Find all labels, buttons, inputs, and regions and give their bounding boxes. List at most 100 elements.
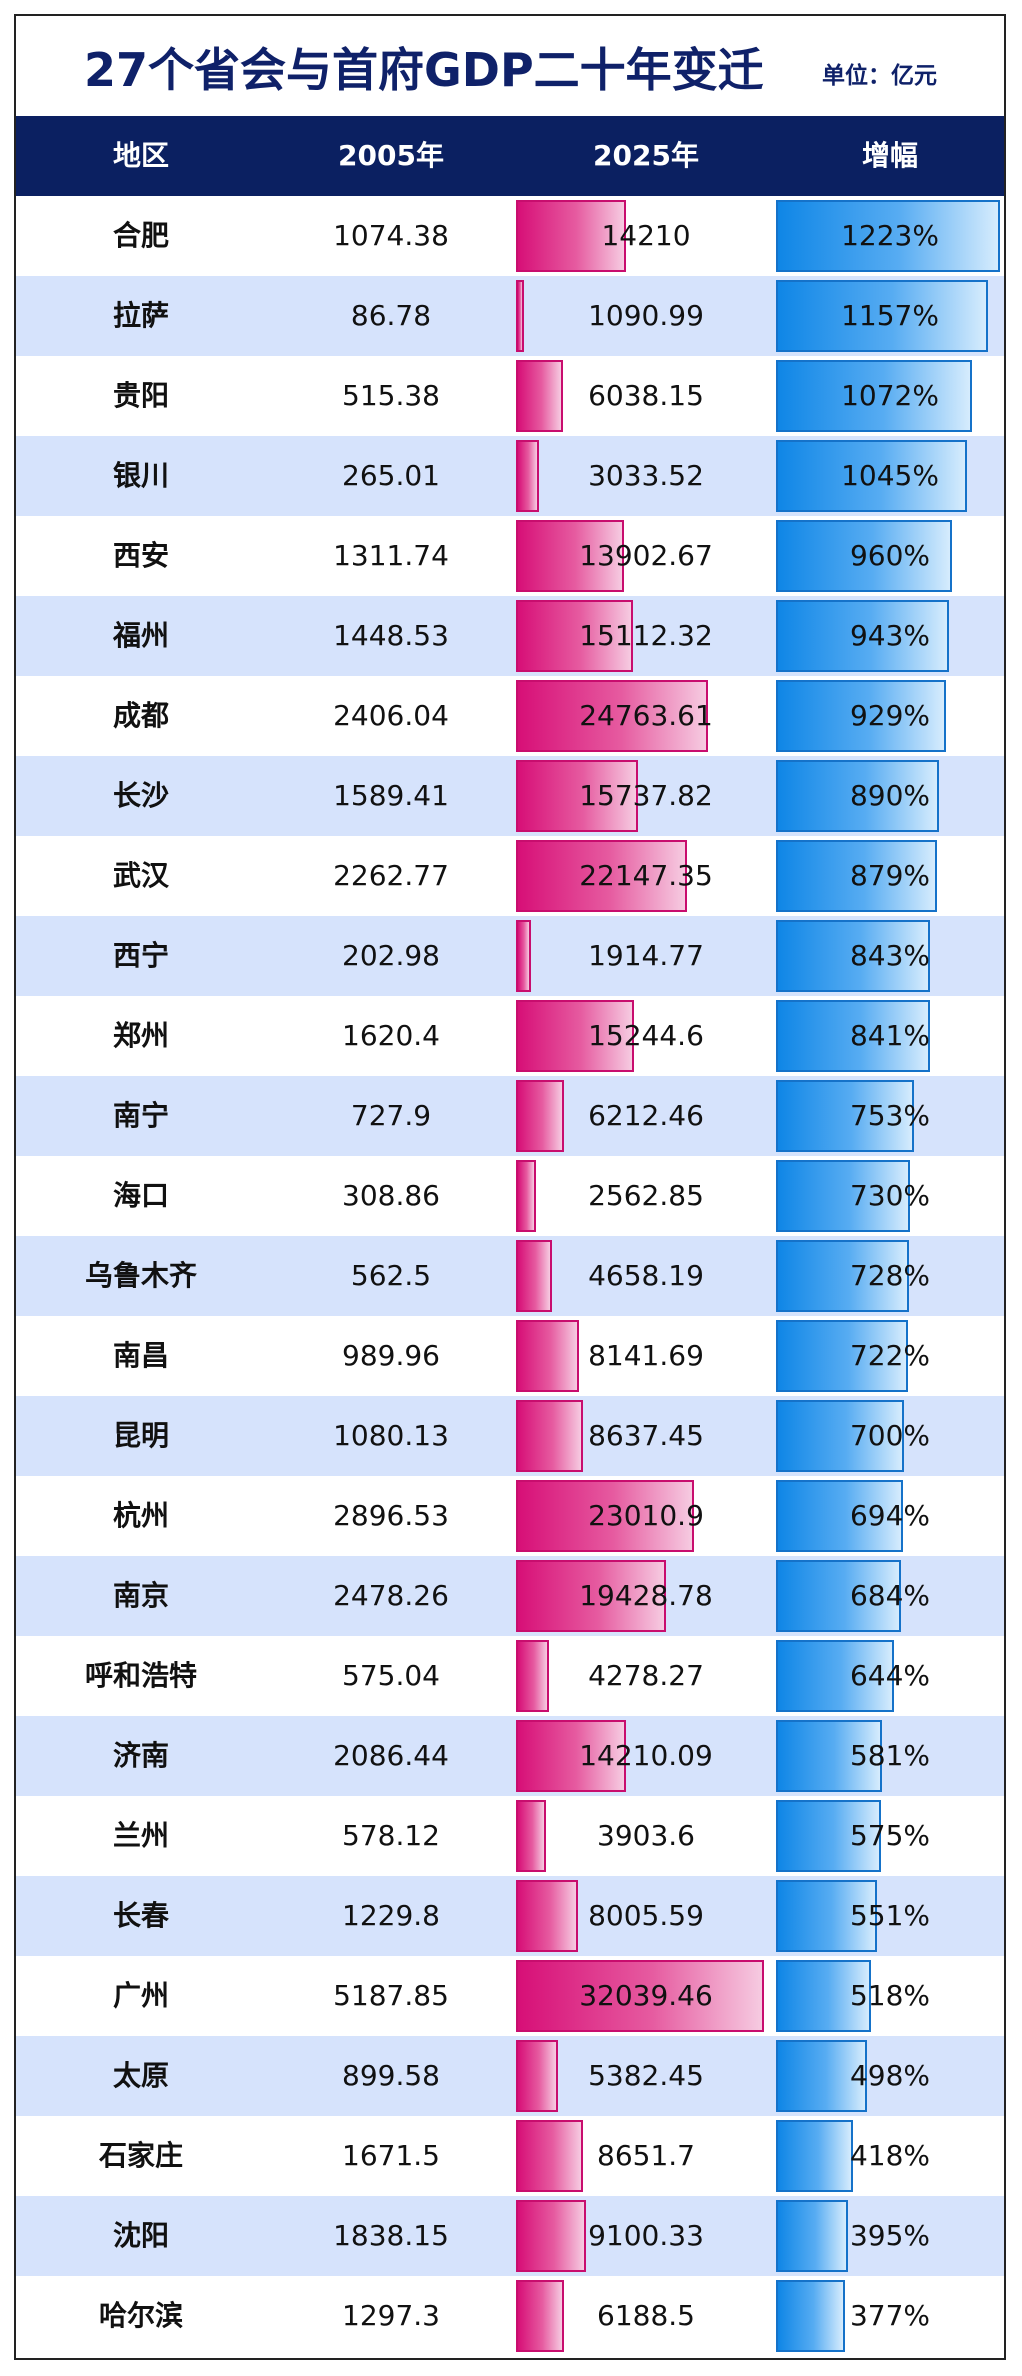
cell-growth: 395% [849, 2219, 931, 2252]
bar-growth [776, 1080, 914, 1152]
cell-gdp-2025: 24763.61 [579, 699, 713, 732]
bar-growth [776, 1160, 910, 1232]
cell-city: 济南 [112, 1739, 169, 1772]
bar-gdp-2025 [516, 1880, 578, 1952]
cell-growth: 943% [849, 619, 931, 652]
cell-city: 昆明 [112, 1419, 169, 1452]
cell-gdp-2025: 5382.45 [588, 2059, 704, 2092]
cell-city: 长沙 [112, 779, 169, 812]
table-row: 西宁 202.98 1914.77 843% [16, 916, 1004, 996]
cell-city: 海口 [112, 1179, 169, 1212]
cell-gdp-2025: 4658.19 [588, 1259, 704, 1292]
cell-growth: 581% [849, 1739, 931, 1772]
unit-label: 单位：亿元 [822, 63, 937, 89]
cell-gdp-2005: 1620.4 [342, 1019, 440, 1052]
cell-gdp-2025: 4278.27 [588, 1659, 704, 1692]
bar-growth [776, 2040, 868, 2112]
bar-growth [776, 1560, 902, 1632]
table-row: 呼和浩特 575.04 4278.27 644% [16, 1636, 1004, 1716]
bar-growth [776, 920, 931, 992]
table-row: 合肥 1074.38 14210 1223% [16, 196, 1004, 276]
table-row: 长沙 1589.41 15737.82 890% [16, 756, 1004, 836]
cell-growth: 1157% [841, 299, 939, 332]
header-2005: 2005年 [338, 139, 444, 172]
bar-growth [776, 1800, 882, 1872]
cell-growth: 418% [849, 2139, 931, 2172]
cell-city: 乌鲁木齐 [84, 1259, 197, 1292]
cell-city: 哈尔滨 [98, 2299, 183, 2332]
cell-city: 郑州 [112, 1019, 169, 1052]
bar-growth [776, 1480, 904, 1552]
bar-gdp-2025 [516, 280, 525, 352]
cell-city: 合肥 [112, 219, 169, 252]
cell-gdp-2005: 1589.41 [333, 779, 449, 812]
cell-gdp-2025: 14210.09 [579, 1739, 713, 1772]
cell-city: 西安 [112, 539, 169, 572]
bar-growth [776, 680, 947, 752]
table-frame: 27个省会与首府GDP二十年变迁 单位：亿元 地区 2005年 2025年 增幅… [14, 14, 1006, 2360]
cell-gdp-2005: 575.04 [342, 1659, 440, 1692]
cell-gdp-2025: 14210 [601, 219, 691, 252]
bar-growth [776, 520, 952, 592]
cell-city: 太原 [112, 2059, 169, 2092]
table-row: 杭州 2896.53 23010.9 694% [16, 1476, 1004, 1556]
bar-gdp-2025 [516, 1160, 536, 1232]
cell-gdp-2025: 8005.59 [588, 1899, 704, 1932]
bar-gdp-2025 [516, 1000, 634, 1072]
cell-city: 石家庄 [98, 2139, 183, 2172]
table-row: 太原 899.58 5382.45 498% [16, 2036, 1004, 2116]
cell-gdp-2005: 1838.15 [333, 2219, 449, 2252]
bar-gdp-2025 [516, 1960, 764, 2032]
bar-growth [776, 360, 973, 432]
bar-gdp-2025 [516, 1400, 583, 1472]
table-row: 南昌 989.96 8141.69 722% [16, 1316, 1004, 1396]
cell-gdp-2005: 265.01 [342, 459, 440, 492]
cell-city: 长春 [112, 1899, 169, 1932]
cell-city: 福州 [112, 619, 169, 652]
bar-gdp-2025 [516, 760, 638, 832]
cell-gdp-2025: 19428.78 [579, 1579, 713, 1612]
bar-growth [776, 1320, 909, 1392]
cell-gdp-2025: 6212.46 [588, 1099, 704, 1132]
cell-gdp-2005: 899.58 [342, 2059, 440, 2092]
bar-growth [776, 1720, 883, 1792]
table-row: 南京 2478.26 19428.78 684% [16, 1556, 1004, 1636]
bar-gdp-2025 [516, 1240, 553, 1312]
cell-growth: 890% [849, 779, 931, 812]
cell-city: 拉萨 [112, 299, 169, 332]
table-row: 长春 1229.8 8005.59 551% [16, 1876, 1004, 1956]
table-row: 南宁 727.9 6212.46 753% [16, 1076, 1004, 1156]
bar-gdp-2025 [516, 440, 540, 512]
cell-growth: 753% [849, 1099, 931, 1132]
bar-gdp-2025 [516, 600, 633, 672]
bar-gdp-2025 [516, 2280, 564, 2352]
cell-gdp-2005: 2478.26 [333, 1579, 449, 1612]
cell-growth: 730% [849, 1179, 931, 1212]
cell-gdp-2025: 32039.46 [579, 1979, 713, 2012]
cell-gdp-2025: 15737.82 [579, 779, 713, 812]
cell-growth: 841% [849, 1019, 931, 1052]
cell-city: 南宁 [112, 1099, 169, 1132]
cell-gdp-2025: 1914.77 [588, 939, 704, 972]
cell-city: 南昌 [112, 1339, 169, 1372]
bar-growth [776, 2200, 849, 2272]
cell-gdp-2025: 9100.33 [588, 2219, 704, 2252]
header-region: 地区 [112, 139, 169, 172]
bar-gdp-2025 [516, 680, 708, 752]
cell-growth: 700% [849, 1419, 931, 1452]
cell-gdp-2025: 13902.67 [579, 539, 713, 572]
cell-gdp-2025: 22147.35 [579, 859, 713, 892]
cell-gdp-2025: 6188.5 [597, 2299, 695, 2332]
cell-gdp-2025: 2562.85 [588, 1179, 704, 1212]
bar-gdp-2025 [516, 1560, 667, 1632]
cell-growth: 575% [849, 1819, 931, 1852]
table-row: 银川 265.01 3033.52 1045% [16, 436, 1004, 516]
cell-gdp-2025: 8651.7 [597, 2139, 695, 2172]
bar-gdp-2025 [516, 920, 531, 992]
bar-gdp-2025 [516, 1800, 547, 1872]
cell-gdp-2005: 727.9 [350, 1099, 432, 1132]
cell-gdp-2025: 6038.15 [588, 379, 704, 412]
table-row: 拉萨 86.78 1090.99 1157% [16, 276, 1004, 356]
bar-gdp-2025 [516, 2040, 558, 2112]
cell-city: 成都 [112, 699, 169, 732]
